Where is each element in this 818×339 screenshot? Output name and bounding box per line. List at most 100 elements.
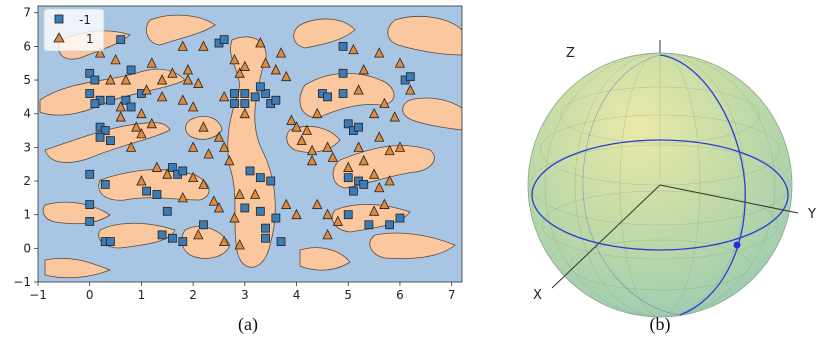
legend: -1 1 — [43, 8, 105, 52]
point-class-neg — [85, 200, 95, 209]
point-class-neg — [85, 68, 95, 78]
point-class-pos — [182, 74, 194, 85]
point-class-pos — [281, 198, 292, 209]
y-axis-label: Y — [807, 207, 816, 222]
point-class-neg — [121, 95, 131, 105]
y-axis-line — [659, 184, 799, 214]
great-circle-meridian — [659, 54, 746, 316]
y-tick-label: 4 — [23, 107, 31, 121]
point-class-neg — [338, 41, 348, 51]
sphere-outline — [527, 52, 793, 318]
point-class-pos — [213, 202, 225, 213]
point-class-pos — [250, 188, 261, 199]
point-class-neg — [100, 179, 110, 189]
x-tick-label: 5 — [344, 288, 352, 302]
point-class-neg — [240, 89, 250, 98]
caption-b: (b) — [650, 314, 671, 335]
point-class-neg — [85, 217, 95, 226]
point-class-pos — [136, 128, 147, 139]
point-class-neg — [261, 233, 270, 243]
point-class-pos — [394, 57, 406, 68]
point-class-neg — [338, 68, 348, 78]
point-class-pos — [322, 208, 333, 220]
point-class-neg — [152, 190, 162, 199]
point-class-pos — [353, 84, 364, 95]
point-class-pos — [156, 74, 168, 85]
point-class-pos — [312, 198, 323, 209]
point-class-pos — [208, 195, 219, 206]
point-class-pos — [193, 77, 204, 88]
x-tick-label: 2 — [189, 288, 197, 302]
point-class-neg — [142, 186, 151, 196]
point-class-neg — [157, 230, 167, 240]
y-tick-label: −1 — [13, 275, 31, 289]
point-class-pos — [353, 141, 364, 152]
point-class-pos — [270, 64, 282, 75]
x-tick-label: −1 — [29, 288, 47, 302]
point-class-pos — [389, 111, 400, 122]
x-tick-label: 3 — [241, 288, 249, 302]
point-class-neg — [364, 220, 374, 230]
point-class-pos — [322, 141, 333, 152]
point-class-pos — [374, 47, 385, 58]
point-class-neg — [178, 166, 188, 176]
point-class-pos — [120, 74, 132, 85]
z-axis-label: Z — [566, 46, 575, 61]
legend-label-neg: -1 — [79, 13, 91, 27]
point-class-neg — [255, 206, 265, 216]
point-class-pos — [327, 151, 338, 162]
point-class-pos — [193, 228, 204, 240]
point-class-pos — [239, 107, 250, 119]
point-class-neg — [343, 119, 353, 129]
point-class-neg — [349, 186, 358, 196]
point-class-pos — [203, 148, 214, 159]
point-class-pos — [394, 141, 406, 152]
point-class-neg — [126, 65, 136, 75]
point-class-pos — [213, 131, 225, 142]
y-tick-label: 2 — [23, 174, 31, 188]
y-tick-label: 3 — [23, 140, 31, 154]
point-class-pos — [281, 70, 292, 82]
point-class-neg — [199, 220, 208, 230]
point-class-neg — [126, 102, 136, 112]
point-class-pos — [224, 154, 235, 166]
point-class-pos — [187, 141, 199, 152]
y-tick-label: 6 — [23, 39, 31, 53]
point-class-pos — [177, 94, 188, 105]
legend-marker-triangle — [53, 32, 65, 43]
point-class-neg — [255, 173, 265, 183]
point-class-pos — [218, 235, 230, 247]
point-class-neg — [90, 99, 100, 109]
point-class-pos — [198, 40, 209, 51]
point-class-pos — [260, 57, 271, 68]
y-tick-label: 5 — [23, 73, 31, 87]
point-class-pos — [379, 97, 390, 109]
point-class-pos — [312, 107, 323, 119]
point-class-neg — [230, 89, 239, 98]
point-class-neg — [255, 82, 265, 92]
point-class-pos — [306, 144, 318, 156]
point-class-pos — [234, 188, 245, 199]
point-class-pos — [110, 53, 121, 65]
point-class-pos — [136, 107, 147, 119]
point-class-pos — [286, 114, 297, 125]
great-circle-tilted — [582, 54, 681, 316]
point-class-pos — [234, 239, 245, 250]
point-class-neg — [343, 210, 353, 220]
point-class-neg — [240, 203, 250, 213]
point-class-pos — [125, 141, 137, 152]
caption-a: (a) — [238, 314, 258, 335]
point-class-neg — [85, 89, 95, 98]
point-class-pos — [379, 198, 390, 209]
y-tick-label: 0 — [23, 241, 31, 255]
point-class-pos — [177, 40, 188, 51]
point-class-pos — [136, 175, 147, 186]
point-class-neg — [385, 220, 395, 230]
point-class-neg — [338, 89, 348, 98]
point-class-neg — [116, 35, 126, 45]
point-class-neg — [219, 35, 229, 45]
point-class-pos — [115, 111, 126, 122]
point-class-pos — [177, 191, 188, 203]
point-class-pos — [182, 64, 194, 75]
